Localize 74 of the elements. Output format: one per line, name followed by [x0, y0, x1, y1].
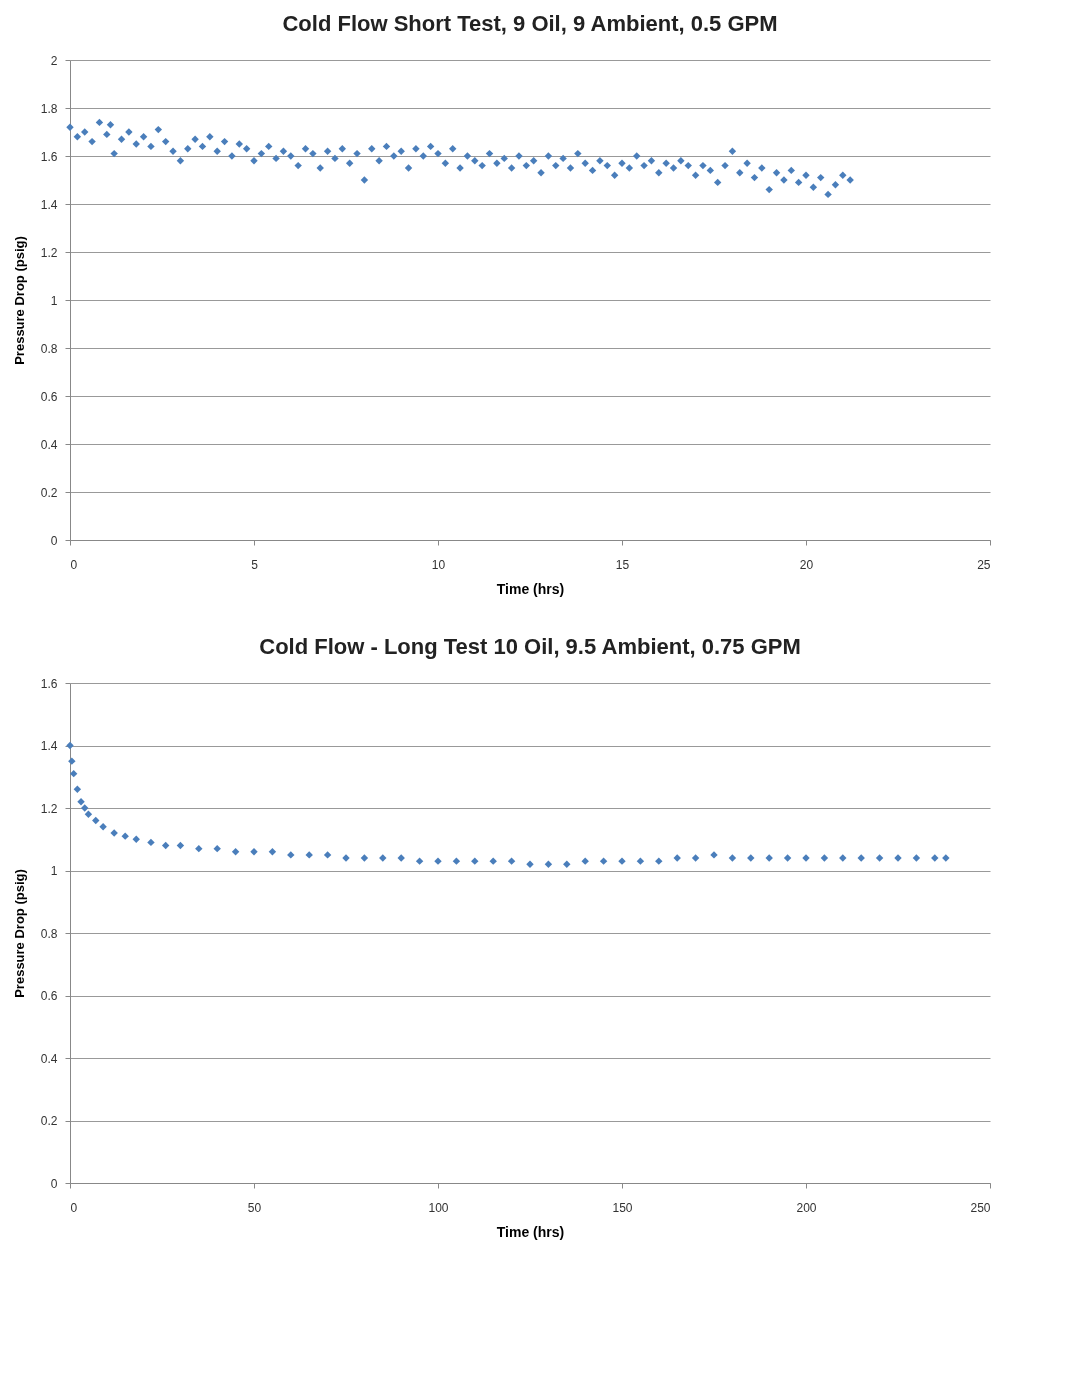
y-tick-label: 0.6 — [40, 989, 58, 1003]
chart-title: Cold Flow - Long Test 10 Oil, 9.5 Ambient, 0.75 GPM — [259, 634, 801, 659]
point — [544, 860, 553, 868]
point — [599, 857, 608, 865]
point — [231, 848, 240, 856]
point — [66, 741, 74, 750]
point — [691, 854, 700, 862]
point — [507, 857, 516, 865]
x-tick-label: 100 — [428, 1200, 449, 1215]
point — [287, 851, 295, 859]
point — [563, 860, 571, 868]
x-tick-label: 15 — [615, 557, 630, 572]
point — [195, 844, 203, 853]
x-tick-label: 50 — [247, 1200, 262, 1215]
point — [452, 857, 461, 865]
chart-title: Cold Flow Short Test, 9 Oil, 9 Ambient, 0.5 GPM — [282, 11, 778, 36]
y-tick-label: 0.8 — [40, 341, 58, 356]
y-tick-label: 0 — [50, 1176, 58, 1191]
x-axis-title: Time (hrs) — [496, 1223, 565, 1240]
x-tick-label: 20 — [799, 557, 814, 572]
point — [875, 854, 884, 862]
point — [783, 854, 792, 862]
y-tick-label: 1.6 — [40, 676, 58, 691]
point — [161, 841, 170, 850]
point — [92, 816, 100, 825]
point — [213, 844, 221, 853]
x-tick-label: 10 — [431, 557, 446, 572]
point — [121, 832, 129, 840]
point — [323, 851, 332, 859]
point — [360, 854, 369, 862]
point — [728, 854, 737, 862]
point — [132, 835, 140, 843]
y-tick-label: 1 — [50, 864, 58, 878]
point — [415, 857, 424, 865]
y-axis-title: Pressure Drop (psig) — [11, 236, 27, 365]
point — [84, 810, 93, 818]
point — [99, 823, 107, 831]
y-tick-label: 0.8 — [40, 926, 58, 941]
point — [305, 851, 313, 859]
point — [147, 838, 155, 847]
y-tick-label: 0.2 — [40, 485, 58, 500]
x-axis-title: Time (hrs) — [496, 580, 565, 597]
y-tick-label: 0.6 — [40, 389, 58, 404]
x-tick-label: 250 — [970, 1200, 991, 1215]
point — [636, 857, 645, 865]
point — [69, 769, 78, 778]
y-tick-label: 0.4 — [40, 1051, 58, 1066]
y-tick-label: 1 — [50, 293, 58, 308]
point — [820, 854, 829, 862]
point — [912, 854, 921, 862]
y-tick-label: 1.4 — [40, 739, 58, 753]
y-tick-label: 1.8 — [40, 101, 58, 116]
y-tick-label: 1.4 — [40, 197, 58, 212]
point — [176, 841, 185, 850]
point — [489, 857, 497, 865]
y-axis-title: Pressure Drop (psig) — [11, 869, 27, 998]
y-tick-label: 2 — [50, 53, 58, 68]
x-tick-label: 200 — [796, 1200, 817, 1215]
y-tick-label: 0 — [50, 533, 58, 548]
y-tick-label: 1.2 — [40, 245, 58, 260]
point — [581, 857, 589, 865]
point — [655, 857, 663, 865]
point — [73, 785, 82, 793]
x-tick-label: 0 — [70, 1200, 78, 1215]
x-tick-label: 150 — [612, 1200, 633, 1215]
point — [268, 848, 277, 856]
y-tick-label: 1.6 — [40, 149, 58, 164]
x-tick-label: 0 — [70, 557, 78, 572]
point — [471, 857, 479, 865]
x-tick-label: 25 — [977, 557, 991, 572]
y-tick-label: 0.4 — [40, 437, 58, 452]
y-tick-label: 0.2 — [40, 1114, 58, 1128]
y-tick-label: 1.2 — [40, 801, 58, 816]
x-tick-label: 5 — [251, 557, 259, 572]
